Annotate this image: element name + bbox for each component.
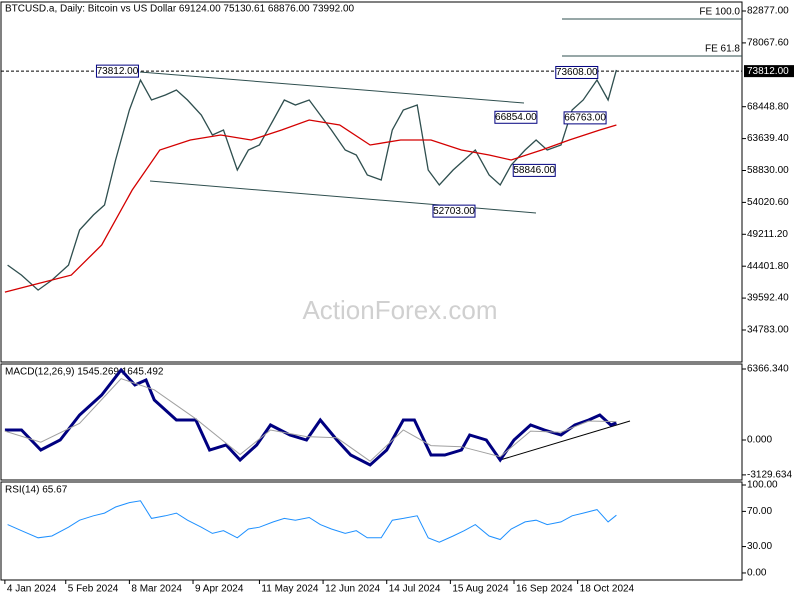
y-tick-label: 70.00 (747, 506, 772, 517)
y-tick-label: 34783.00 (747, 325, 789, 336)
series-line (4, 367, 617, 467)
y-tick-label: 63639.40 (747, 133, 789, 144)
price-box-label: 73812.00 (747, 66, 789, 77)
x-tick-label: 8 Mar 2024 (131, 584, 182, 595)
y-tick-label: 44401.80 (747, 261, 789, 272)
chart-title: BTCUSD.a, Daily: Bitcoin vs US Dollar 69… (5, 4, 355, 15)
price-box (744, 65, 794, 78)
y-tick-label: 68448.80 (747, 101, 789, 112)
price-panel (0, 1, 743, 363)
y-tick-label: 58830.00 (747, 165, 789, 176)
x-tick-label: 4 Jan 2024 (7, 584, 57, 595)
x-tick-label: 16 Sep 2024 (516, 584, 573, 595)
x-tick-label: 15 Aug 2024 (452, 584, 509, 595)
series-line (7, 69, 618, 291)
annotation-label: 73812.00 (97, 66, 139, 77)
annotation-label: 66854.00 (495, 112, 537, 123)
y-tick-label: 6366.340 (747, 364, 789, 375)
y-tick-label: -3129.634 (747, 470, 792, 481)
x-tick-label: 11 May 2024 (261, 584, 319, 595)
x-tick-label: 14 Jul 2024 (389, 584, 441, 595)
y-tick-label: 100.00 (747, 480, 778, 491)
fib-label: FE 61.8 (705, 44, 740, 55)
series-line (4, 378, 617, 462)
y-tick-label: 0.00 (747, 568, 767, 579)
y-tick-label: 54020.60 (747, 197, 789, 208)
annotation-label: 66763.00 (564, 113, 606, 124)
macd-panel (0, 363, 743, 481)
x-tick-label: 18 Oct 2024 (580, 584, 635, 595)
annotation-box (494, 110, 538, 124)
series-line (4, 119, 617, 293)
annotation-label: 52703.00 (433, 206, 475, 217)
y-tick-label: 0.000 (747, 435, 772, 446)
x-tick-label: 5 Feb 2024 (68, 584, 119, 595)
y-tick-label: 82877.00 (747, 6, 789, 17)
annotation-box (563, 111, 607, 125)
fib-label: FE 100.0 (699, 7, 740, 18)
x-tick-label: 12 Jun 2024 (325, 584, 380, 595)
series-line (7, 500, 617, 543)
annotation-box (95, 64, 139, 78)
x-tick-label: 9 Apr 2024 (195, 584, 244, 595)
macd-title: MACD(12,26,9) 1545.269 1645.492 (5, 367, 164, 378)
annotation-label: 58846.00 (513, 165, 555, 176)
y-tick-label: 49211.20 (747, 229, 788, 240)
annotation-box (555, 65, 599, 79)
y-tick-label: 30.00 (747, 541, 772, 552)
watermark: ActionForex.com (302, 295, 497, 325)
rsi-panel (0, 481, 743, 581)
rsi-title: RSI(14) 65.67 (5, 485, 68, 496)
annotation-label: 73608.00 (556, 67, 598, 78)
y-tick-label: 39592.40 (747, 293, 789, 304)
trend-line (139, 71, 525, 104)
annotation-box (512, 163, 556, 177)
annotation-box (432, 204, 476, 218)
y-tick-label: 78067.60 (747, 38, 789, 49)
trend-line (499, 420, 631, 461)
